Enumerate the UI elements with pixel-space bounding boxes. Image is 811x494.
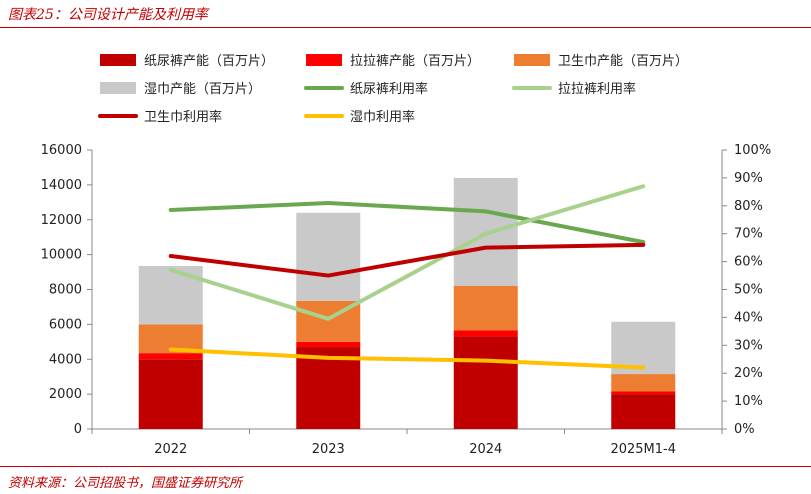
right-tick-label: 20% [734,366,763,381]
line-series-2 [168,242,646,278]
right-tick-label: 60% [734,255,763,270]
left-tick-label: 14000 [41,178,82,193]
legend-swatch-bar [514,54,550,66]
legend-swatch-bar [100,54,136,66]
x-tick-label: 2025M1-4 [610,442,676,457]
bar-segment-2 [611,374,676,392]
right-tick-label: 10% [734,394,763,409]
legend-swatch-bar [100,82,136,94]
left-tick-label: 2000 [49,387,82,402]
left-tick-label: 0 [74,422,82,437]
right-tick-label: 40% [734,310,763,325]
right-tick-label: 90% [734,171,763,186]
legend-label: 纸尿裤产能（百万片） [144,54,274,69]
source-divider [0,466,811,467]
bar-segment-1 [453,330,518,337]
bar-segment-1 [138,353,203,360]
right-tick-label: 0% [734,422,755,437]
title-divider [0,27,811,28]
bar-segment-0 [296,347,361,429]
x-tick-label: 2023 [312,442,345,457]
legend-label: 湿巾利用率 [350,109,415,125]
chart-title: 图表25：公司设计产能及利用率 [8,7,208,23]
legend-swatch-bar [306,54,342,66]
left-tick-label: 16000 [41,143,82,158]
source-note: 资料来源：公司招股书，国盛证券研究所 [8,476,243,491]
left-tick-label: 12000 [41,213,82,228]
left-tick-label: 4000 [49,352,82,367]
bar-segment-0 [453,336,518,429]
legend-label: 拉拉裤利用率 [558,81,636,97]
bar-segment-1 [611,391,676,395]
bar-segment-3 [138,265,203,325]
legend-label: 湿巾产能（百万片） [144,82,261,97]
right-tick-label: 100% [734,143,771,158]
legend-label: 卫生巾产能（百万片） [558,54,688,69]
legend-label: 卫生巾利用率 [144,109,222,125]
left-tick-label: 8000 [49,283,82,298]
legend-label: 纸尿裤利用率 [350,81,428,97]
right-tick-label: 70% [734,227,763,242]
left-tick-label: 6000 [49,317,82,332]
x-tick-label: 2022 [154,442,187,457]
right-tick-label: 30% [734,338,763,353]
bar-segment-0 [611,394,676,429]
right-tick-label: 50% [734,283,763,298]
bar-segment-1 [296,341,361,348]
left-tick-label: 10000 [41,248,82,263]
line-series-0 [168,201,646,245]
line-series-1 [168,184,646,321]
right-tick-label: 80% [734,199,763,214]
bar-segment-2 [453,286,518,331]
line-series-3 [168,347,646,370]
bar-segment-0 [138,359,203,429]
bar-segment-3 [296,212,361,301]
legend-label: 拉拉裤产能（百万片） [350,54,480,69]
x-tick-label: 2024 [469,442,502,457]
